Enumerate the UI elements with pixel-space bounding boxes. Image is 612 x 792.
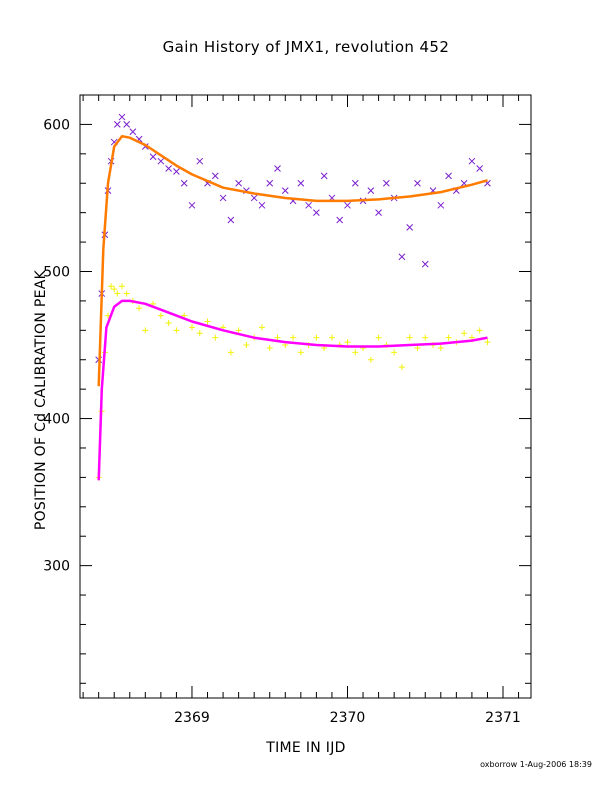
data-point xyxy=(227,216,235,224)
x-tick-label: 2369 xyxy=(174,710,210,726)
x-tick-label: 2370 xyxy=(330,710,366,726)
axis-ticks: 2369 2370 2371 300 400 500 600 xyxy=(43,94,531,726)
data-point xyxy=(266,179,274,187)
data-point xyxy=(188,324,195,331)
data-point xyxy=(266,344,273,351)
data-point xyxy=(274,165,281,172)
data-point xyxy=(227,349,234,356)
data-point xyxy=(437,344,444,351)
data-point xyxy=(114,290,121,297)
data-point xyxy=(367,356,374,363)
data-point xyxy=(414,179,421,187)
data-point xyxy=(188,201,196,209)
data-point xyxy=(212,334,219,341)
data-point xyxy=(149,153,157,161)
data-point xyxy=(196,157,204,165)
data-point xyxy=(476,327,483,334)
data-point xyxy=(173,327,180,334)
data-point xyxy=(123,121,131,128)
fit-curve xyxy=(97,299,488,481)
data-point xyxy=(118,113,126,121)
data-point xyxy=(274,334,281,341)
fit-curve xyxy=(97,134,488,387)
footer-stamp: oxborrow 1-Aug-2006 18:39 xyxy=(480,760,592,769)
data-point xyxy=(367,187,375,194)
plot-border xyxy=(79,94,532,699)
data-point xyxy=(290,334,297,341)
data-point xyxy=(336,216,344,224)
series-1 xyxy=(95,113,491,387)
x-axis-label: TIME IN IJD xyxy=(266,740,346,756)
y-tick-label: 600 xyxy=(43,117,70,133)
data-point xyxy=(445,172,452,180)
data-point xyxy=(173,168,180,175)
data-point xyxy=(414,344,421,351)
data-point xyxy=(398,253,406,261)
data-point xyxy=(281,187,289,194)
data-point xyxy=(129,128,137,136)
data-point xyxy=(421,260,429,268)
data-point xyxy=(313,209,320,217)
data-point xyxy=(111,286,118,293)
data-point xyxy=(235,327,242,334)
data-point xyxy=(476,165,484,172)
data-point xyxy=(375,209,382,217)
data-point xyxy=(196,330,203,337)
data-point xyxy=(157,312,164,319)
data-point xyxy=(258,324,265,331)
data-point xyxy=(123,290,130,297)
data-point xyxy=(165,165,172,172)
data-point xyxy=(313,334,320,341)
data-point xyxy=(320,172,328,180)
data-point xyxy=(383,179,390,187)
data-point xyxy=(461,330,468,337)
y-tick-label: 500 xyxy=(43,264,70,280)
data-point xyxy=(243,342,250,349)
data-point xyxy=(437,201,445,209)
data-point xyxy=(468,157,476,165)
data-point xyxy=(157,157,165,165)
data-point xyxy=(344,201,351,209)
data-point xyxy=(344,339,351,346)
data-point xyxy=(328,334,335,341)
data-point xyxy=(406,224,414,231)
data-point xyxy=(406,334,413,341)
data-point xyxy=(445,334,452,341)
data-point xyxy=(351,179,359,187)
x-tick-label: 2371 xyxy=(485,710,521,726)
series-layer xyxy=(95,113,491,481)
y-tick-label: 300 xyxy=(43,559,70,575)
series-2 xyxy=(95,283,491,481)
data-point xyxy=(219,194,227,202)
data-point xyxy=(136,305,143,312)
chart-title: Gain History of JMX1, revolution 452 xyxy=(162,38,450,56)
data-point xyxy=(118,283,125,290)
data-point xyxy=(422,334,429,341)
data-point xyxy=(250,194,258,202)
data-point xyxy=(180,179,188,187)
data-point xyxy=(108,283,115,290)
y-tick-label: 400 xyxy=(43,412,70,428)
data-point xyxy=(305,201,312,209)
data-point xyxy=(375,334,382,341)
data-point xyxy=(297,179,305,187)
data-point xyxy=(484,339,491,346)
data-point xyxy=(235,179,242,187)
data-point xyxy=(398,364,405,371)
plot-frame xyxy=(79,94,532,699)
data-point xyxy=(113,121,121,128)
data-point xyxy=(352,349,359,356)
data-point xyxy=(142,327,149,334)
data-point xyxy=(204,318,211,325)
data-point xyxy=(391,349,398,356)
data-point xyxy=(297,349,304,356)
data-point xyxy=(258,201,266,209)
data-point xyxy=(165,319,172,326)
data-point xyxy=(211,172,219,180)
